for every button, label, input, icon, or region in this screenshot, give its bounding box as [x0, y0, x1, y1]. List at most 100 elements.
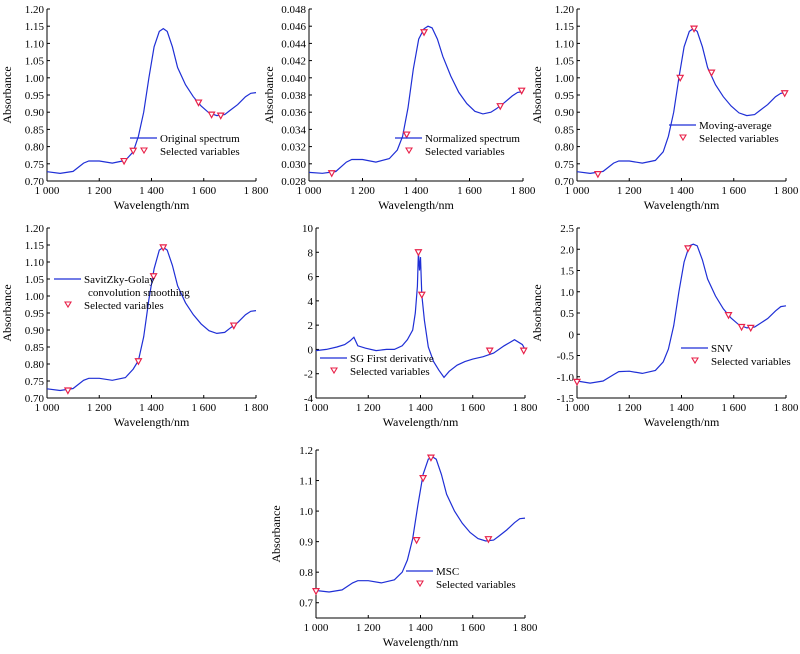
y-tick-label: 0.032: [281, 142, 306, 154]
selected-variable-marker: [517, 87, 526, 95]
legend-line-label: MSC: [436, 566, 459, 578]
x-tick-label: 1 000: [304, 402, 329, 414]
y-tick-label: 1.20: [25, 4, 45, 16]
x-tick-label: 1 400: [408, 402, 433, 414]
x-tick-label: 1 000: [565, 185, 590, 197]
x-tick-label: 1 000: [565, 402, 590, 414]
selected-variable-marker: [159, 244, 168, 252]
selected-variable-marker: [724, 312, 733, 320]
y-tick-label: 1.0: [560, 287, 574, 299]
x-tick-label: 1 400: [139, 185, 164, 197]
y-tick-label: 10: [302, 223, 314, 235]
x-axis-title: Wavelength/nm: [383, 635, 459, 649]
y-axis-title: Absorbance: [0, 66, 14, 123]
y-tick-label: 0.038: [281, 90, 306, 102]
x-tick-label: 1 800: [774, 185, 799, 197]
y-tick-label: 1.15: [25, 240, 45, 252]
x-tick-label: 1 200: [356, 622, 381, 634]
selected-variable-marker: [519, 347, 528, 355]
y-axis-title: Absorbance: [530, 284, 544, 341]
selected-variable-marker: [419, 475, 428, 483]
legend-marker-swatch: [416, 580, 424, 588]
x-tick-label: 1 800: [244, 402, 269, 414]
y-tick-label: 0.90: [25, 325, 45, 337]
selected-variable-marker: [129, 147, 138, 155]
legend-marker-label: Selected variables: [711, 356, 791, 368]
y-axis-title: Absorbance: [530, 66, 544, 123]
y-tick-label: 1.20: [25, 223, 45, 235]
chart-panel-5: 1 000 1 200 1 400 1 600 1 800 -4 -2 0 2 4 6 8 10 Wave…: [302, 223, 538, 429]
legend-line-label: SavitZky-Golay: [84, 274, 155, 286]
x-axis-title: Wavelength/nm: [644, 198, 720, 212]
x-tick-label: 1 400: [404, 185, 429, 197]
y-axis-title: Absorbance: [0, 284, 14, 341]
selected-variable-marker: [484, 536, 493, 544]
y-tick-label: 2: [308, 320, 314, 332]
chart-panel-6: 1 000 1 200 1 400 1 600 1 800 -1.5 -1.0 -0.5 0 0.…: [530, 223, 799, 429]
selected-variable-marker: [737, 323, 746, 332]
selected-variable-marker: [593, 171, 602, 179]
x-tick-label: 1 000: [35, 402, 60, 414]
legend-marker-swatch: [330, 367, 338, 375]
legend-marker-swatch: [140, 147, 148, 155]
y-tick-label: -2: [304, 369, 313, 381]
y-tick-label: 0: [308, 344, 314, 356]
selected-variable-marker: [216, 112, 225, 120]
x-tick-label: 1 400: [669, 185, 694, 197]
spectrum-line: [576, 243, 787, 384]
spectrum-line: [576, 27, 787, 175]
chart-panel-7: 1 000 1 200 1 400 1 600 1 800 0.7 0.8 0.9 1.0 1.1…: [269, 445, 538, 649]
spectrum-line: [315, 252, 526, 379]
selected-variable-marker: [402, 131, 411, 139]
y-tick-label: 0.75: [25, 376, 45, 388]
y-tick-label: 0.028: [281, 176, 306, 188]
x-tick-label: 1 600: [191, 402, 216, 414]
y-tick-label: 1.1: [299, 476, 313, 488]
x-tick-label: 1 000: [304, 622, 329, 634]
y-tick-label: 0.044: [281, 38, 306, 50]
x-tick-label: 1 600: [721, 185, 746, 197]
x-tick-label: 1 800: [513, 402, 538, 414]
y-tick-label: 2.5: [560, 223, 574, 235]
y-tick-label: 0.8: [299, 567, 313, 579]
y-tick-label: 0.75: [555, 159, 575, 171]
x-tick-label: 1 800: [513, 622, 538, 634]
selected-variable-marker: [134, 358, 143, 366]
y-tick-label: -1.5: [557, 393, 575, 405]
y-tick-label: 0.030: [281, 159, 306, 171]
legend-marker-swatch: [679, 134, 687, 142]
legend-marker-label: Selected variables: [350, 366, 430, 378]
y-tick-label: 1.15: [25, 21, 45, 33]
spectrum-line: [308, 25, 524, 174]
selected-variable-marker: [311, 588, 321, 596]
y-tick-label: 0.95: [25, 90, 45, 102]
x-tick-label: 1 200: [617, 402, 642, 414]
y-tick-label: 2.0: [560, 244, 574, 256]
y-tick-label: 1.00: [25, 291, 45, 303]
y-tick-label: 1.00: [25, 73, 45, 85]
y-tick-label: 0.70: [25, 176, 45, 188]
y-tick-label: 1.05: [555, 56, 575, 68]
y-tick-label: 0.75: [25, 159, 45, 171]
selected-variable-marker: [572, 378, 582, 387]
y-tick-label: 6: [308, 272, 314, 284]
x-tick-label: 1 800: [244, 185, 269, 197]
selected-variable-marker: [194, 99, 203, 107]
legend-line-label: Normalized spectrum: [425, 133, 520, 145]
selected-variable-marker: [414, 249, 423, 257]
legend-line-label: SG First derivative: [350, 353, 434, 365]
spectrum-line: [46, 246, 257, 392]
selected-variable-marker: [676, 74, 685, 83]
x-tick-label: 1 800: [774, 402, 799, 414]
x-tick-label: 1 400: [139, 402, 164, 414]
y-tick-label: 0.70: [25, 393, 45, 405]
x-tick-label: 1 000: [297, 185, 322, 197]
spectrum-line: [46, 27, 257, 175]
chart-panel-2: 1 000 1 200 1 400 1 600 1 800 0.028 0.030 0.032…: [262, 4, 536, 212]
legend-marker-label: Selected variables: [84, 300, 164, 312]
y-tick-label: 8: [308, 247, 314, 259]
y-tick-label: 0.90: [25, 107, 45, 119]
